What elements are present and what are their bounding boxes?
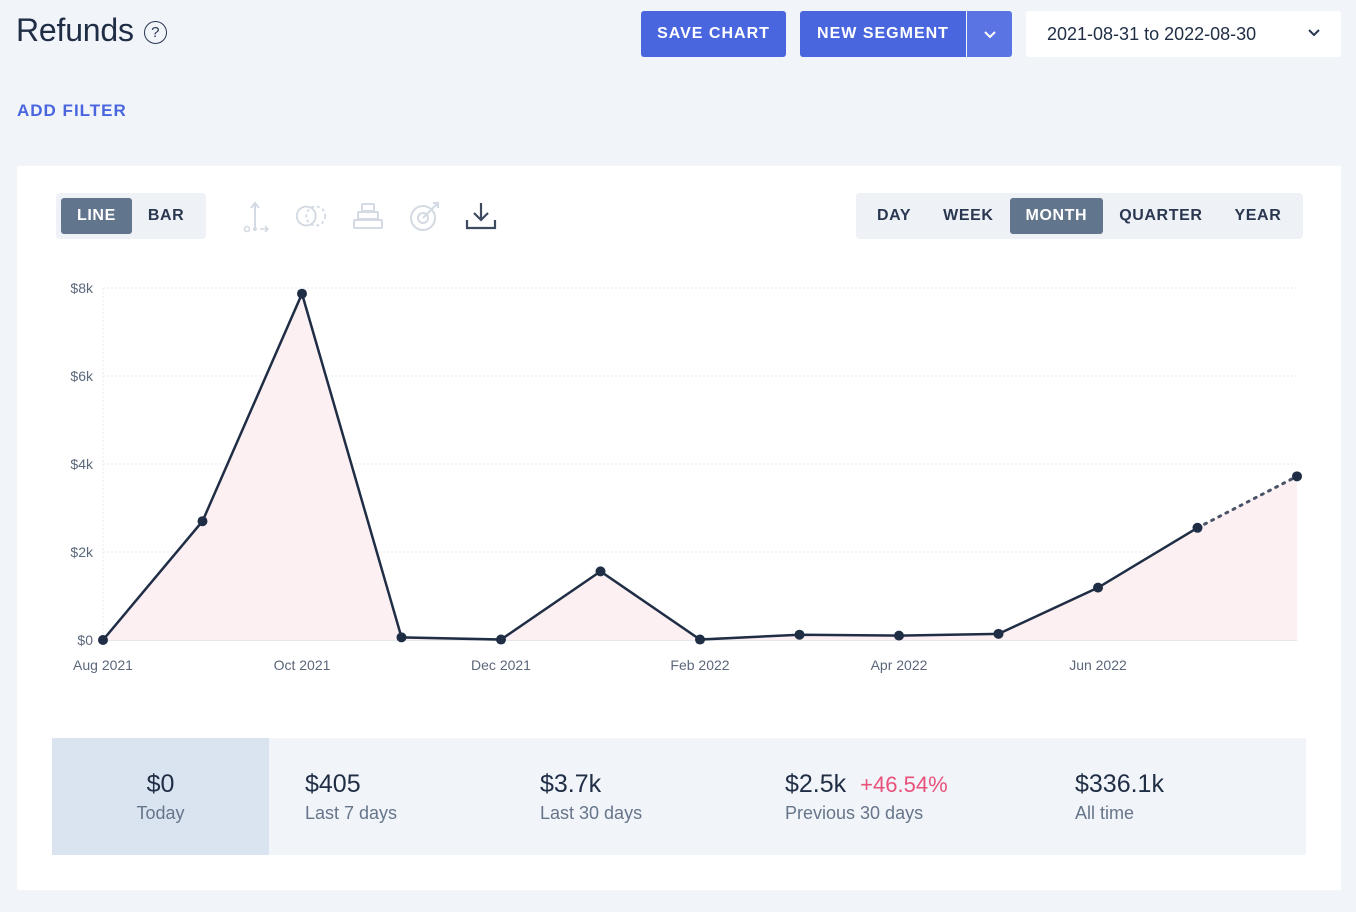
x-tick-label: Aug 2021 — [73, 657, 133, 673]
data-point — [595, 566, 606, 577]
compare-icon[interactable] — [293, 198, 329, 234]
axis-icon[interactable] — [237, 198, 273, 234]
stat-previous-30-days[interactable]: $2.5k +46.54% Previous 30 days — [750, 738, 1075, 855]
chevron-down-icon — [983, 30, 996, 38]
data-point — [98, 635, 108, 645]
data-point — [894, 630, 904, 641]
stat-last-30-days[interactable]: $3.7k Last 30 days — [504, 738, 750, 855]
download-icon[interactable] — [463, 198, 499, 234]
range-day[interactable]: DAY — [877, 207, 912, 224]
y-tick-label: $0 — [77, 632, 93, 648]
x-tick-label: Jun 2022 — [1069, 657, 1127, 673]
stat-today[interactable]: $0 Today — [52, 738, 269, 855]
new-segment-dropdown-button[interactable] — [967, 11, 1012, 57]
x-tick-label: Oct 2021 — [274, 657, 331, 673]
stat-change-badge: +46.54% — [860, 771, 948, 797]
x-tick-label: Feb 2022 — [670, 657, 729, 673]
data-point — [794, 629, 805, 640]
help-icon[interactable]: ? — [143, 20, 167, 44]
stat-last-7-days[interactable]: $405 Last 7 days — [269, 738, 504, 855]
range-quarter[interactable]: QUARTER — [1119, 207, 1203, 224]
y-tick-label: $8k — [70, 280, 94, 296]
stat-label: All time — [1075, 802, 1135, 823]
refunds-line-chart: $0 $2k $4k $6k $8k Aug 2021 Oct 2021 Dec 2021 Fe… — [70, 280, 1302, 673]
stat-value: $2.5k — [785, 769, 847, 798]
chart-type-bar[interactable]: BAR — [147, 207, 185, 224]
series-line — [102, 290, 1199, 641]
stack-icon[interactable] — [350, 198, 386, 234]
stat-label: Last 30 days — [540, 802, 643, 823]
data-point — [297, 288, 307, 299]
data-point — [1192, 522, 1203, 533]
range-year[interactable]: YEAR — [1234, 207, 1282, 224]
range-week[interactable]: WEEK — [943, 207, 994, 224]
add-filter-link[interactable]: ADD FILTER — [17, 101, 127, 120]
data-point — [1093, 582, 1103, 593]
y-tick-label: $2k — [70, 544, 94, 560]
x-tick-label: Dec 2021 — [471, 657, 531, 673]
chart-type-toggle: LINE BAR — [56, 193, 206, 239]
series-projection-line — [1196, 474, 1299, 530]
date-range-value: 2021-08-31 to 2022-08-30 — [1047, 23, 1257, 44]
page-header: Refunds ? — [16, 12, 167, 49]
stat-label: Last 7 days — [305, 802, 398, 823]
y-tick-label: $4k — [70, 456, 94, 472]
date-range-select[interactable]: 2021-08-31 to 2022-08-30 — [1026, 11, 1341, 57]
data-point — [1292, 471, 1302, 482]
x-tick-label: Apr 2022 — [871, 657, 928, 673]
stat-value: $0 — [146, 769, 175, 798]
goal-icon[interactable] — [407, 198, 443, 234]
y-tick-label: $6k — [70, 368, 94, 384]
chart-card: LINE BAR — [17, 166, 1341, 890]
time-range-toggle: DAY WEEK MONTH QUARTER YEAR — [856, 193, 1303, 239]
save-chart-button[interactable]: SAVE CHART — [641, 11, 786, 57]
stat-label: Today — [136, 802, 185, 823]
data-point — [496, 634, 506, 645]
chart-type-line[interactable]: LINE — [61, 198, 132, 234]
stat-label: Previous 30 days — [785, 802, 924, 823]
stat-all-time[interactable]: $336.1k All time — [1075, 738, 1275, 855]
stat-value: $3.7k — [540, 769, 602, 798]
data-point — [993, 628, 1004, 639]
page-title: Refunds — [16, 12, 134, 48]
stat-value: $405 — [305, 769, 361, 798]
stat-value: $336.1k — [1075, 769, 1164, 798]
data-point — [396, 632, 407, 643]
data-point — [197, 516, 208, 527]
stat-value-row: $2.5k +46.54% — [785, 770, 1075, 799]
chevron-down-icon — [1308, 29, 1320, 37]
new-segment-button[interactable]: NEW SEGMENT — [800, 11, 966, 57]
range-month[interactable]: MONTH — [1009, 198, 1104, 234]
series-area — [103, 293, 1297, 640]
stats-bar: $0 Today $405 Last 7 days $3.7k Last 30 … — [52, 738, 1306, 855]
data-point — [695, 634, 705, 645]
